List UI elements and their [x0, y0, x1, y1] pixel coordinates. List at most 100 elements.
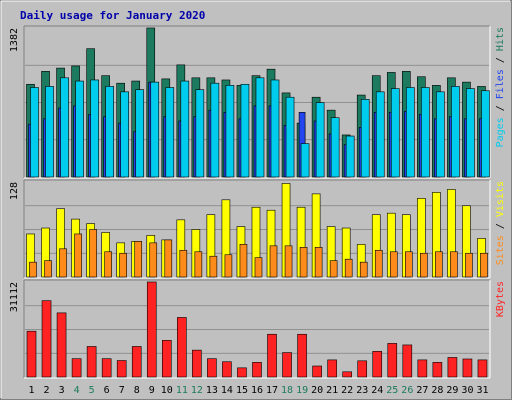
bar-kbytes-day-15 [237, 367, 247, 378]
bar-sites-day-13 [209, 255, 218, 278]
bar-pages-day-3 [60, 77, 69, 178]
bar-sites-day-4 [74, 233, 82, 278]
x-tick-day-8: 8 [134, 385, 140, 396]
bar-sites-day-21 [329, 260, 338, 278]
x-tick-day-9: 9 [149, 385, 155, 396]
bar-sites-day-2 [44, 260, 52, 278]
bar-sites-day-15 [239, 244, 248, 278]
x-tick-day-11: 11 [176, 385, 188, 396]
bar-sites-day-14 [224, 254, 233, 278]
legend-sites: Sites [495, 235, 506, 265]
right-series-label: Sites / Visits [495, 181, 506, 265]
x-tick-day-21: 21 [326, 385, 338, 396]
x-tick-day-17: 17 [266, 385, 278, 396]
bar-sites-day-8 [134, 241, 143, 278]
x-tick-day-2: 2 [44, 385, 50, 396]
bar-kbytes-day-27 [417, 359, 428, 378]
panel-background [24, 280, 490, 378]
bar-kbytes-day-23 [357, 360, 368, 378]
bar-kbytes-day-8 [131, 346, 142, 378]
bar-kbytes-day-17 [267, 333, 277, 378]
legend-visits: Visits [495, 181, 506, 217]
bar-pages-day-12 [195, 89, 205, 178]
bar-pages-day-25 [390, 88, 400, 178]
bar-kbytes-day-13 [207, 358, 217, 378]
bar-pages-day-22 [345, 135, 355, 178]
bar-pages-day-10 [165, 87, 175, 178]
bar-pages-day-24 [375, 91, 385, 178]
bar-kbytes-day-7 [116, 360, 127, 378]
panels-layer: 1382 Pages / Files / Hits 128 Sites / Visit… [9, 25, 506, 379]
bar-sites-day-31 [480, 252, 488, 278]
bar-pages-day-14 [225, 85, 235, 178]
x-tick-day-14: 14 [221, 385, 233, 396]
bar-pages-day-4 [75, 80, 84, 178]
x-tick-day-18: 18 [281, 385, 293, 396]
x-tick-day-4: 4 [74, 385, 80, 396]
bar-pages-day-29 [451, 86, 460, 178]
bar-pages-day-19 [300, 143, 310, 178]
x-tick-day-27: 27 [416, 385, 428, 396]
bar-pages-day-13 [210, 82, 220, 178]
bar-pages-day-20 [315, 102, 325, 178]
x-tick-day-22: 22 [341, 385, 353, 396]
bar-kbytes-day-14 [222, 361, 232, 378]
bar-kbytes-day-25 [387, 343, 398, 378]
bar-kbytes-day-22 [342, 371, 352, 378]
label-separator: / [495, 217, 506, 235]
bar-pages-day-6 [105, 86, 114, 178]
legend-hits: Hits [495, 27, 506, 51]
bar-kbytes-day-4 [71, 358, 82, 378]
bar-sites-day-11 [179, 249, 188, 278]
bar-pages-day-1 [30, 87, 39, 178]
y-max-label: 31112 [9, 282, 20, 312]
bar-kbytes-day-6 [101, 358, 112, 378]
bar-kbytes-day-3 [56, 312, 67, 378]
bar-sites-day-26 [405, 251, 413, 278]
bar-sites-day-25 [389, 251, 398, 278]
bar-kbytes-day-26 [402, 344, 413, 378]
x-tick-day-23: 23 [356, 385, 368, 396]
x-tick-day-26: 26 [401, 385, 413, 396]
x-tick-day-7: 7 [119, 385, 125, 396]
bar-sites-day-30 [465, 252, 473, 278]
bar-pages-day-16 [255, 77, 265, 178]
bar-sites-day-10 [164, 239, 173, 278]
legend-kbytes: KBytes [495, 281, 506, 317]
x-tick-day-25: 25 [386, 385, 398, 396]
bar-sites-day-1 [29, 261, 37, 278]
bar-sites-day-20 [314, 247, 323, 278]
x-tick-labels: 1 2 3 4 5 6 7 8 9 10 11 12 13 14 15 16 17 18 19 20 21 22 23 24 2… [29, 385, 489, 396]
legend-files: Files [495, 69, 506, 99]
bar-pages-day-28 [436, 91, 445, 178]
x-tick-day-10: 10 [161, 385, 173, 396]
bar-kbytes-day-29 [447, 357, 458, 378]
bar-pages-day-9 [150, 81, 160, 178]
bar-sites-day-3 [59, 248, 67, 278]
bar-sites-day-6 [104, 251, 112, 278]
panel-2: 128 Sites / Visits [9, 179, 506, 279]
bar-kbytes-day-31 [477, 359, 488, 378]
bar-sites-day-29 [450, 251, 458, 278]
x-tick-day-29: 29 [446, 385, 458, 396]
bar-pages-day-2 [45, 86, 54, 178]
bar-kbytes-day-10 [161, 340, 172, 378]
bar-sites-day-24 [374, 249, 383, 278]
bar-kbytes-day-1 [26, 330, 37, 378]
bar-kbytes-day-24 [372, 351, 383, 378]
y-max-label: 128 [9, 182, 20, 200]
x-tick-day-12: 12 [191, 385, 203, 396]
bar-pages-day-15 [240, 83, 250, 178]
bar-sites-day-7 [119, 252, 127, 278]
bar-sites-day-23 [359, 261, 368, 278]
bar-kbytes-day-19 [297, 333, 307, 378]
right-series-label: Pages / Files / Hits [495, 27, 506, 147]
bar-kbytes-day-18 [282, 352, 292, 378]
bar-kbytes-day-2 [41, 300, 52, 378]
x-tick-day-20: 20 [311, 385, 323, 396]
bar-sites-day-19 [299, 247, 308, 278]
right-series-label: KBytes [495, 281, 506, 317]
bar-sites-day-9 [149, 242, 158, 278]
label-separator: / [495, 99, 506, 117]
x-tick-day-15: 15 [236, 385, 248, 396]
